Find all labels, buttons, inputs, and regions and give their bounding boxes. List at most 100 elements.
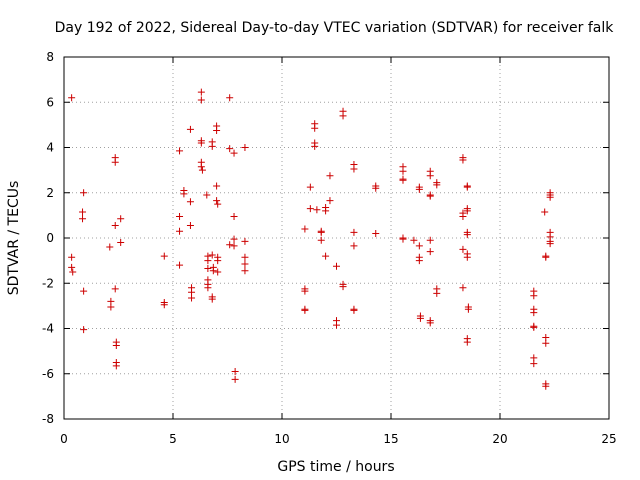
x-tick-label: 0 [60, 432, 68, 446]
data-point [326, 172, 334, 180]
data-point [542, 382, 550, 390]
x-tick-label: 5 [169, 432, 177, 446]
data-point [214, 200, 222, 208]
x-tick-label: 20 [492, 432, 507, 446]
data-point [230, 235, 238, 243]
data-point [426, 319, 434, 327]
data-point [463, 183, 471, 191]
data-point [241, 253, 249, 261]
data-point [213, 127, 221, 135]
data-point [241, 267, 249, 275]
data-point [176, 261, 184, 269]
data-point [415, 185, 423, 193]
data-point [197, 139, 205, 147]
data-point [326, 197, 334, 205]
data-point [197, 163, 205, 171]
data-points [68, 88, 554, 390]
data-point [230, 149, 238, 157]
data-point [226, 94, 234, 102]
data-point [204, 284, 212, 292]
data-point [68, 94, 76, 102]
data-point [111, 285, 119, 293]
data-point [542, 339, 550, 347]
data-point [433, 289, 441, 297]
data-point [226, 145, 234, 153]
x-tick-label: 25 [601, 432, 616, 446]
data-point [197, 88, 205, 96]
data-point [214, 268, 222, 276]
data-point [198, 166, 206, 174]
data-point [372, 229, 380, 237]
data-point [208, 251, 216, 259]
data-point [160, 301, 168, 309]
data-point [176, 213, 184, 221]
data-point [459, 245, 467, 253]
data-point [530, 323, 538, 331]
data-point [79, 208, 87, 216]
data-point [459, 156, 467, 164]
data-point [464, 305, 472, 313]
data-point [463, 231, 471, 239]
data-point [399, 235, 407, 243]
data-point [230, 213, 238, 221]
data-point [426, 192, 434, 200]
y-tick-label: -6 [42, 367, 54, 381]
data-point [350, 165, 358, 173]
data-point [463, 253, 471, 261]
data-point [111, 222, 119, 230]
data-point [231, 367, 239, 375]
data-point [106, 243, 114, 251]
data-point [415, 257, 423, 265]
data-point [350, 306, 358, 314]
y-tick-label: -2 [42, 276, 54, 290]
data-point [204, 265, 212, 273]
data-point [463, 207, 471, 215]
y-tick-label: 2 [46, 186, 54, 200]
x-tick-label: 15 [383, 432, 398, 446]
data-point [546, 240, 554, 248]
data-point [197, 96, 205, 104]
data-point [80, 326, 88, 334]
data-point [333, 262, 340, 270]
data-point [322, 207, 330, 215]
data-point [459, 284, 467, 292]
y-tick-label: 6 [46, 95, 54, 109]
data-point [410, 236, 418, 244]
data-point [226, 241, 234, 249]
data-point [209, 267, 217, 275]
y-axis-label: SDTVAR / TECUs [6, 181, 22, 296]
data-point [317, 236, 325, 244]
data-point [399, 167, 407, 175]
data-point [117, 215, 125, 223]
data-point [546, 193, 554, 201]
data-point [241, 144, 249, 151]
data-point [69, 268, 77, 276]
data-point [241, 260, 249, 268]
data-point [530, 360, 538, 368]
data-point [530, 309, 538, 317]
data-point [112, 362, 120, 370]
data-point [111, 158, 119, 166]
data-point [213, 197, 221, 205]
data-point [188, 294, 196, 302]
data-point [160, 252, 168, 260]
data-point [186, 198, 194, 206]
x-axis-label: GPS time / hours [277, 459, 394, 475]
y-tick-label: 0 [46, 231, 54, 245]
data-point [117, 239, 125, 247]
data-point [213, 182, 221, 190]
data-point [80, 189, 88, 197]
y-tick-label: 8 [46, 50, 54, 64]
data-point [231, 375, 239, 383]
data-point [415, 242, 423, 250]
y-tick-label: 4 [46, 141, 54, 155]
data-point [339, 112, 347, 120]
data-point [313, 206, 321, 214]
data-point [433, 181, 441, 189]
data-point [204, 257, 212, 265]
data-point [463, 338, 471, 346]
data-point [399, 176, 407, 184]
data-point [541, 208, 549, 216]
data-point [186, 222, 194, 230]
